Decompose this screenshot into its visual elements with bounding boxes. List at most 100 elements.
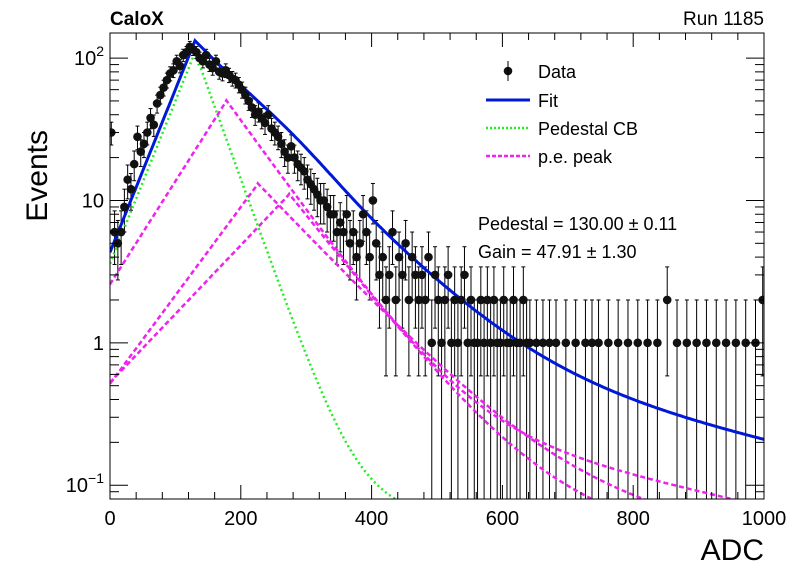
data-point [509, 295, 518, 305]
data-point [411, 270, 420, 280]
data-points [110, 42, 764, 348]
data-point [329, 209, 338, 219]
data-point [332, 227, 342, 237]
data-point [146, 113, 155, 123]
data-point [290, 153, 299, 162]
data-point [434, 295, 443, 305]
data-point [149, 120, 159, 130]
data-point [133, 132, 142, 142]
data-point [355, 239, 365, 248]
legend-label: Fit [538, 91, 558, 111]
data-point [286, 142, 296, 151]
data-point [299, 167, 309, 176]
data-point [260, 118, 270, 128]
data-point [247, 103, 257, 112]
x-tick-label: 0 [104, 508, 115, 530]
data-point [358, 209, 368, 219]
data-point [453, 338, 463, 348]
data-point [437, 338, 446, 348]
data-point [365, 252, 374, 262]
pe-peak-curve [110, 98, 738, 499]
data-point [152, 99, 162, 108]
data-point [519, 295, 528, 305]
gain-annotation: Gain = 47.91 ± 1.30 [478, 242, 637, 262]
data-point [273, 132, 283, 142]
data-point [499, 295, 509, 305]
plot-frame [109, 32, 765, 500]
data-point [463, 338, 473, 348]
data-point [440, 295, 450, 305]
data-point [348, 227, 358, 237]
data-point [414, 295, 423, 305]
data-point [120, 202, 129, 212]
y-tick-label: 10 [82, 190, 104, 212]
x-tick-label: 200 [224, 508, 257, 530]
data-point [381, 295, 391, 305]
data-point [604, 338, 613, 348]
data-point [430, 270, 440, 280]
y-tick-exponent: 2 [96, 43, 104, 59]
data-point [525, 338, 535, 348]
data-point [532, 338, 541, 348]
data-point [398, 270, 407, 280]
data-point [362, 227, 371, 237]
data-point [551, 338, 561, 348]
data-point [368, 196, 378, 205]
data-point [581, 338, 590, 348]
data-point [263, 110, 273, 120]
pe-peak-curve [110, 191, 595, 499]
data-point [201, 50, 211, 60]
data-point [345, 239, 355, 248]
data-point [407, 252, 417, 262]
data-point [175, 61, 185, 71]
data-point [653, 338, 662, 348]
x-tick-label: 400 [355, 508, 388, 530]
data-point [142, 128, 152, 137]
data-point [319, 196, 329, 205]
data-point [375, 270, 384, 280]
data-point [211, 56, 221, 66]
data-point [417, 270, 427, 280]
data-point [388, 227, 397, 237]
data-point [456, 295, 466, 305]
run-label: Run 1185 [683, 9, 764, 30]
y-tick-exponent: −1 [88, 470, 104, 486]
data-point [692, 338, 701, 348]
data-point [633, 338, 643, 348]
data-point [159, 83, 168, 92]
x-tick-label: 800 [617, 508, 650, 530]
y-tick-base: 10 [74, 48, 96, 70]
data-point [643, 338, 652, 348]
data-point [731, 338, 741, 348]
data-point [283, 153, 293, 162]
fit-curves [110, 38, 764, 499]
data-point [483, 295, 492, 305]
data-point [277, 139, 286, 149]
data-point [404, 295, 414, 305]
data-point [662, 295, 672, 305]
y-tick-label: 1 [93, 333, 104, 355]
data-point [587, 338, 597, 348]
data-point [545, 338, 554, 348]
x-axis-label: ADC [701, 534, 764, 567]
data-point [496, 338, 505, 348]
data-point [139, 139, 149, 149]
data-point [682, 338, 692, 348]
data-point [561, 338, 571, 348]
data-point [711, 338, 721, 348]
data-point [401, 239, 410, 248]
data-point [427, 338, 437, 348]
data-point [473, 338, 482, 348]
data-point [322, 202, 332, 212]
legend-label: Pedestal CB [538, 119, 638, 139]
data-point [447, 338, 456, 348]
data-point [424, 252, 433, 262]
data-point [741, 338, 750, 348]
data-point [129, 159, 139, 169]
data-point [208, 63, 217, 73]
data-point [394, 252, 404, 262]
data-point [466, 295, 476, 305]
data-point [443, 270, 453, 280]
